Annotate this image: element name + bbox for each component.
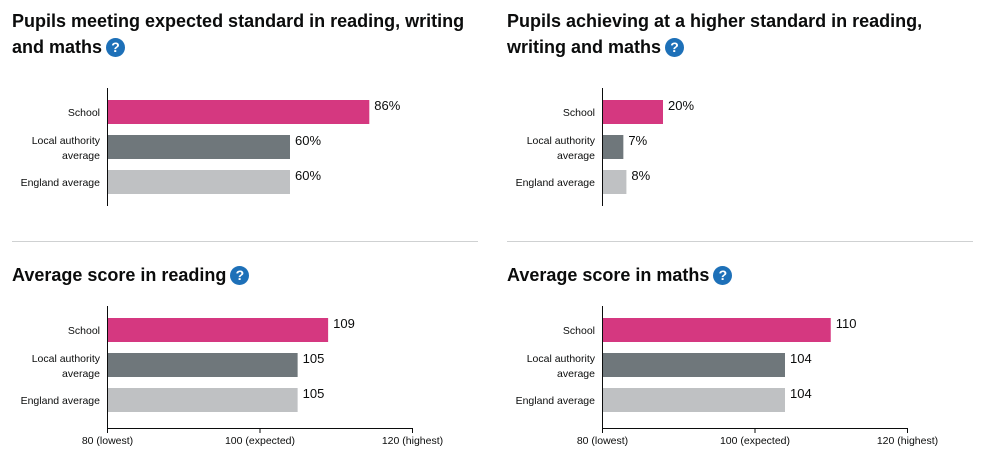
category-label: England average bbox=[21, 177, 101, 189]
chart-title: Pupils achieving at a higher standard in… bbox=[507, 8, 973, 60]
value-label: 8% bbox=[631, 168, 650, 183]
value-label: 110 bbox=[836, 316, 857, 331]
help-icon[interactable]: ? bbox=[230, 266, 250, 285]
category-label: England average bbox=[516, 177, 596, 189]
value-label: 60% bbox=[295, 133, 321, 148]
tick-label: 120 (highest) bbox=[382, 435, 443, 447]
value-label: 20% bbox=[668, 98, 694, 113]
bar-chart: School 20% Local authority average 7% England… bbox=[516, 88, 694, 206]
value-label: 109 bbox=[333, 316, 355, 331]
chart-title: Pupils meeting expected standard in read… bbox=[12, 8, 478, 60]
bar bbox=[108, 135, 290, 159]
category-label: England average bbox=[21, 395, 101, 407]
help-icon[interactable]: ? bbox=[713, 266, 733, 285]
bar bbox=[108, 100, 370, 124]
tick-label: 80 (lowest) bbox=[577, 435, 628, 447]
bar bbox=[603, 135, 624, 159]
section-divider bbox=[12, 241, 478, 242]
tick-label: 80 (lowest) bbox=[82, 435, 133, 447]
chart-title: Average score in maths? bbox=[507, 262, 973, 288]
chart-title-text: Average score in maths bbox=[507, 265, 710, 285]
bar bbox=[603, 318, 831, 342]
bar-chart: School 109 Local authority average 105 Englan… bbox=[21, 306, 443, 447]
chart-title-text: Pupils achieving at a higher standard in… bbox=[507, 11, 923, 57]
bar bbox=[108, 318, 329, 342]
value-label: 104 bbox=[790, 386, 812, 401]
category-label: Local authority average bbox=[32, 135, 101, 162]
bar-chart: School 86% Local authority average 60% Englan… bbox=[21, 88, 401, 206]
category-label: School bbox=[68, 107, 100, 119]
bar bbox=[108, 170, 290, 194]
value-label: 60% bbox=[295, 168, 321, 183]
value-label: 7% bbox=[628, 133, 647, 148]
category-label: School bbox=[68, 325, 100, 337]
category-label: Local authority average bbox=[527, 353, 596, 380]
bar bbox=[108, 388, 298, 412]
section-divider bbox=[507, 241, 973, 242]
help-icon[interactable]: ? bbox=[106, 38, 126, 57]
category-label: School bbox=[563, 325, 595, 337]
chart-title-text: Pupils meeting expected standard in read… bbox=[12, 11, 465, 57]
category-label: England average bbox=[516, 395, 596, 407]
category-label: Local authority average bbox=[32, 353, 101, 380]
chart-title: Average score in reading? bbox=[12, 262, 478, 288]
bar bbox=[603, 170, 627, 194]
help-icon[interactable]: ? bbox=[665, 38, 685, 57]
category-label: Local authority average bbox=[527, 135, 596, 162]
tick-label: 120 (highest) bbox=[877, 435, 938, 447]
category-label: School bbox=[563, 107, 595, 119]
tick-label: 100 (expected) bbox=[720, 435, 790, 447]
chart-title-text: Average score in reading bbox=[12, 265, 227, 285]
bar-chart: School 110 Local authority average 104 Englan… bbox=[516, 306, 938, 447]
value-label: 105 bbox=[303, 386, 325, 401]
bar bbox=[603, 388, 785, 412]
value-label: 86% bbox=[374, 98, 400, 113]
tick-label: 100 (expected) bbox=[225, 435, 295, 447]
bar bbox=[603, 100, 663, 124]
bar bbox=[108, 353, 298, 377]
value-label: 104 bbox=[790, 351, 812, 366]
value-label: 105 bbox=[303, 351, 325, 366]
bar bbox=[603, 353, 785, 377]
